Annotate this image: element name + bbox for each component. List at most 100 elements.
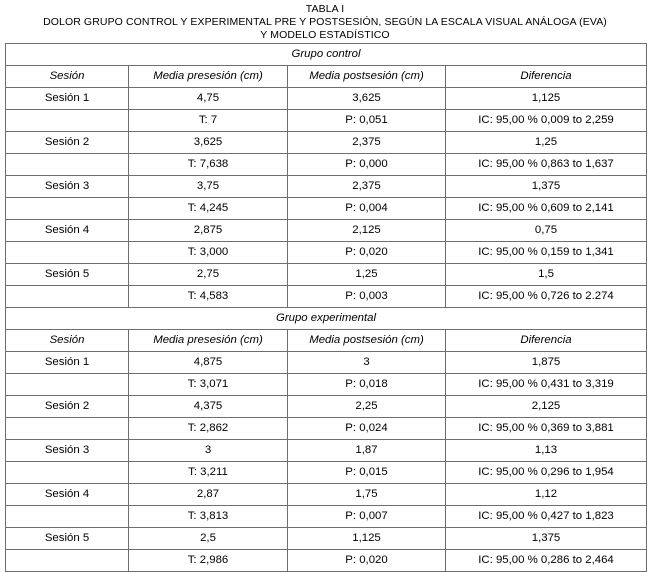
cell-dif: 1,875	[444, 350, 648, 374]
table-caption: TABLA I DOLOR GRUPO CONTROL Y EXPERIMENT…	[0, 0, 650, 43]
cell-pre: T: 4,583	[128, 284, 288, 308]
cell-sesion	[5, 372, 129, 396]
cell-post: 3,625	[287, 86, 446, 110]
cell-post: P: 0,020	[287, 240, 446, 264]
cell-sesion: Sesión 2	[5, 394, 129, 418]
column-header-0: Sesión	[5, 64, 129, 88]
cell-dif: 0,75	[444, 218, 648, 242]
cell-pre: T: 3,813	[128, 504, 288, 528]
cell-dif: 1,375	[444, 526, 648, 550]
cell-sesion	[5, 152, 129, 176]
table-row-means: Sesión 5 2,75 1,25 1,5	[5, 262, 648, 286]
cell-dif: 2,125	[444, 394, 648, 418]
table-number: TABLA I	[305, 3, 345, 15]
column-header-3: Diferencia	[444, 328, 648, 352]
cell-sesion	[5, 196, 129, 220]
cell-pre: T: 3,211	[128, 460, 288, 484]
column-header-row: Sesión Media presesión (cm) Media postsesi…	[5, 328, 648, 352]
column-header-0: Sesión	[5, 328, 129, 352]
cell-post: P: 0,000	[287, 152, 446, 176]
cell-pre: 2,87	[128, 482, 288, 506]
table-title-line-1: DOLOR GRUPO CONTROL Y EXPERIMENTAL PRE Y…	[43, 16, 607, 29]
cell-sesion: Sesión 4	[5, 482, 129, 506]
table-row-means: Sesión 2 3,625 2,375 1,25	[5, 130, 648, 154]
cell-dif: 1,13	[444, 438, 648, 462]
cell-pre: T: 4,245	[128, 196, 288, 220]
cell-pre: 4,875	[128, 350, 288, 374]
cell-sesion: Sesión 5	[5, 262, 129, 286]
table-row-stats: T: 2,862 P: 0,024 IC: 95,00 % 0,369 to 3,8…	[5, 416, 648, 440]
cell-pre: 3	[128, 438, 288, 462]
column-header-row: Sesión Media presesión (cm) Media postsesi…	[5, 64, 648, 88]
column-header-2: Media postsesión (cm)	[287, 64, 446, 88]
cell-dif: IC: 95,00 % 0,427 to 1,823	[444, 504, 648, 528]
cell-dif: IC: 95,00 % 0,286 to 2,464	[444, 548, 648, 572]
cell-post: P: 0,007	[287, 504, 446, 528]
cell-dif: 1,12	[444, 482, 648, 506]
cell-sesion	[5, 240, 129, 264]
cell-dif: IC: 95,00 % 0,726 to 2.274	[444, 284, 648, 308]
cell-post: 2,375	[287, 174, 446, 198]
cell-post: 3	[287, 350, 446, 374]
table-row-means: Sesión 3 3 1,87 1,13	[5, 438, 648, 462]
group-band-row: Grupo control	[4, 42, 648, 66]
cell-post: P: 0,015	[287, 460, 446, 484]
cell-post: P: 0,004	[287, 196, 446, 220]
table-title-line-2: Y MODELO ESTADÍSTICO	[260, 29, 390, 42]
cell-pre: 3,625	[128, 130, 288, 154]
table-container: Grupo control Sesión Media presesión (cm) M…	[0, 42, 650, 572]
cell-sesion: Sesión 3	[5, 438, 129, 462]
group-band-row: Grupo experimental	[4, 306, 648, 330]
cell-pre: 3,75	[128, 174, 288, 198]
cell-post: 1,125	[287, 526, 446, 550]
cell-sesion	[5, 548, 129, 572]
cell-pre: 2,75	[128, 262, 288, 286]
cell-sesion: Sesión 1	[5, 86, 129, 110]
cell-sesion: Sesión 1	[5, 350, 129, 374]
cell-post: P: 0,051	[287, 108, 446, 132]
table-row-means: Sesión 3 3,75 2,375 1,375	[5, 174, 648, 198]
cell-sesion: Sesión 2	[5, 130, 129, 154]
group-band-label: Grupo experimental	[4, 306, 648, 330]
column-header-1: Media presesión (cm)	[128, 64, 288, 88]
table-row-stats: T: 7 P: 0,051 IC: 95,00 % 0,009 to 2,259	[5, 108, 648, 132]
cell-post: 1,87	[287, 438, 446, 462]
cell-sesion	[5, 504, 129, 528]
cell-sesion: Sesión 3	[5, 174, 129, 198]
cell-dif: IC: 95,00 % 0,609 to 2,141	[444, 196, 648, 220]
cell-post: 1,75	[287, 482, 446, 506]
cell-pre: 4,375	[128, 394, 288, 418]
cell-pre: T: 3,000	[128, 240, 288, 264]
cell-pre: 4,75	[128, 86, 288, 110]
cell-pre: 2,5	[128, 526, 288, 550]
cell-sesion: Sesión 4	[5, 218, 129, 242]
cell-post: 2,125	[287, 218, 446, 242]
cell-sesion	[5, 284, 129, 308]
cell-post: 2,375	[287, 130, 446, 154]
statistics-table: Grupo control Sesión Media presesión (cm) M…	[4, 42, 648, 572]
cell-pre: T: 7	[128, 108, 288, 132]
table-row-stats: T: 7,638 P: 0,000 IC: 95,00 % 0,863 to 1,6…	[5, 152, 648, 176]
cell-dif: IC: 95,00 % 0,296 to 1,954	[444, 460, 648, 484]
cell-sesion	[5, 108, 129, 132]
cell-dif: IC: 95,00 % 0,369 to 3,881	[444, 416, 648, 440]
table-row-stats: T: 3,813 P: 0,007 IC: 95,00 % 0,427 to 1,8…	[5, 504, 648, 528]
cell-dif: IC: 95,00 % 0,431 to 3,319	[444, 372, 648, 396]
column-header-3: Diferencia	[444, 64, 648, 88]
column-header-2: Media postsesión (cm)	[287, 328, 446, 352]
cell-dif: IC: 95,00 % 0,159 to 1,341	[444, 240, 648, 264]
cell-dif: IC: 95,00 % 0,009 to 2,259	[444, 108, 648, 132]
table-row-stats: T: 3,000 P: 0,020 IC: 95,00 % 0,159 to 1,3…	[5, 240, 648, 264]
cell-pre: T: 7,638	[128, 152, 288, 176]
cell-post: P: 0,020	[287, 548, 446, 572]
cell-dif: 1,25	[444, 130, 648, 154]
cell-post: 1,25	[287, 262, 446, 286]
cell-post: P: 0,003	[287, 284, 446, 308]
cell-pre: 2,875	[128, 218, 288, 242]
group-band-label: Grupo control	[4, 42, 648, 66]
column-header-1: Media presesión (cm)	[128, 328, 288, 352]
table-row-stats: T: 2,986 P: 0,020 IC: 95,00 % 0,286 to 2,4…	[5, 548, 648, 572]
table-row-means: Sesión 4 2,875 2,125 0,75	[5, 218, 648, 242]
cell-dif: IC: 95,00 % 0,863 to 1,637	[444, 152, 648, 176]
